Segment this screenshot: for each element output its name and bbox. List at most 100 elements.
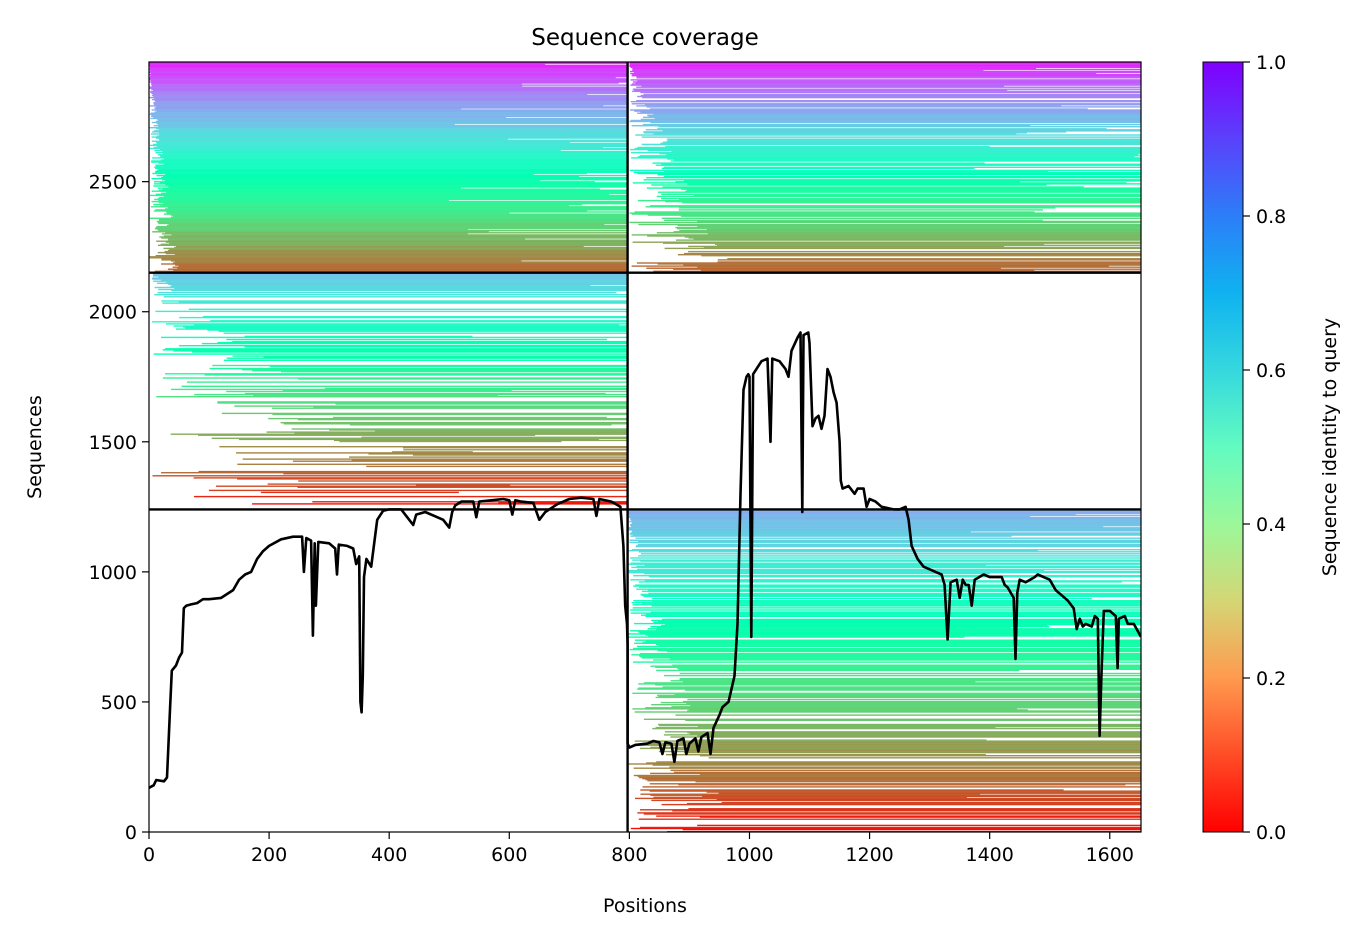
- coverage-row: [647, 114, 1141, 116]
- coverage-heatmap: [149, 62, 1141, 832]
- coverage-row: [169, 248, 628, 251]
- coverage-row: [643, 572, 991, 575]
- coverage-row: [634, 89, 1008, 91]
- coverage-row: [629, 514, 1141, 516]
- coverage-row: [156, 110, 628, 112]
- coverage-row: [640, 118, 1141, 121]
- coverage-row: [163, 195, 628, 198]
- coverage-row: [253, 395, 498, 397]
- coverage-row: [170, 260, 522, 262]
- coverage-row: [154, 107, 628, 109]
- coverage-row: [156, 225, 628, 228]
- coverage-row: [149, 113, 628, 115]
- coverage-row: [662, 130, 1141, 132]
- coverage-row: [244, 346, 628, 348]
- coverage-row: [159, 132, 628, 134]
- coverage-row: [153, 353, 628, 355]
- coverage-row: [260, 491, 459, 494]
- chart-title: Sequence coverage: [531, 25, 759, 51]
- coverage-row: [152, 93, 588, 96]
- coverage-row: [165, 348, 628, 350]
- coverage-row: [630, 79, 1141, 81]
- coverage-row: [649, 790, 1141, 792]
- coverage-row: [156, 128, 628, 130]
- coverage-row: [173, 325, 628, 327]
- coverage-row: [633, 767, 1141, 769]
- coverage-row: [630, 535, 1012, 537]
- coverage-row: [636, 77, 1141, 79]
- coverage-row: [635, 537, 1141, 539]
- coverage-row: [217, 401, 628, 403]
- coverage-row: [687, 710, 1141, 712]
- coverage-row: [226, 357, 628, 359]
- coverage-row: [688, 808, 1141, 810]
- coverage-row: [627, 763, 1141, 765]
- coverage-row: [630, 517, 1141, 520]
- coverage-row: [677, 228, 1141, 230]
- coverage-row: [165, 373, 628, 375]
- coverage-row: [161, 336, 628, 339]
- coverage-row: [629, 212, 1141, 214]
- coverage-row: [688, 709, 1028, 711]
- coverage-row: [251, 370, 628, 372]
- coverage-row: [351, 459, 628, 461]
- coverage-row: [282, 389, 512, 392]
- coverage-row: [673, 771, 1141, 773]
- coverage-row: [156, 240, 628, 242]
- coverage-row: [631, 234, 1141, 236]
- coverage-row: [639, 632, 1141, 634]
- coverage-row: [155, 310, 628, 313]
- coverage-row: [663, 674, 1141, 677]
- coverage-row: [629, 520, 1141, 523]
- coverage-row: [666, 154, 1139, 156]
- coverage-row: [665, 731, 1141, 733]
- coverage-row: [657, 694, 1141, 696]
- coverage-row: [194, 324, 620, 326]
- coverage-row: [160, 177, 628, 179]
- coverage-row: [717, 261, 1141, 263]
- coverage-row: [687, 183, 1141, 185]
- coverage-row: [683, 180, 1141, 182]
- coverage-row: [149, 68, 628, 71]
- coverage-row: [637, 80, 1141, 82]
- coverage-row: [649, 108, 1088, 110]
- coverage-row: [221, 412, 628, 415]
- coverage-row: [166, 224, 628, 227]
- coverage-row: [665, 145, 990, 148]
- coverage-row: [644, 132, 1027, 134]
- x-axis: 0 200 400 600 800 1000 1200 1400 1600: [143, 832, 1134, 866]
- coverage-row: [170, 285, 628, 288]
- coverage-row: [171, 234, 628, 236]
- x-tick-label: 1200: [845, 844, 893, 866]
- coverage-row: [335, 403, 628, 405]
- coverage-row: [629, 533, 1141, 535]
- coverage-row: [634, 711, 1141, 713]
- coverage-row: [152, 131, 628, 133]
- coverage-row: [661, 217, 1141, 219]
- coverage-row: [155, 165, 628, 167]
- coverage-row: [718, 792, 1141, 794]
- coverage-row: [151, 161, 628, 163]
- coverage-row: [632, 241, 1141, 243]
- coverage-row: [169, 242, 628, 244]
- coverage-row: [664, 247, 1141, 250]
- x-tick-label: 400: [371, 844, 407, 866]
- coverage-row: [663, 166, 1141, 168]
- coverage-row: [652, 727, 1141, 730]
- coverage-row: [237, 463, 628, 465]
- coverage-row: [313, 406, 628, 408]
- coverage-row: [168, 223, 605, 226]
- coverage-row: [156, 145, 628, 148]
- coverage-row: [165, 208, 628, 210]
- coverage-row: [661, 193, 1141, 195]
- coverage-row: [150, 194, 628, 197]
- coverage-row: [666, 754, 986, 756]
- coverage-row: [685, 689, 1141, 691]
- coverage-row: [154, 270, 628, 272]
- coverage-row: [632, 604, 1141, 606]
- coverage-row: [151, 136, 628, 138]
- coverage-row: [688, 237, 1141, 239]
- coverage-row: [159, 218, 628, 220]
- coverage-row: [633, 171, 1141, 174]
- coverage-row: [646, 106, 1141, 108]
